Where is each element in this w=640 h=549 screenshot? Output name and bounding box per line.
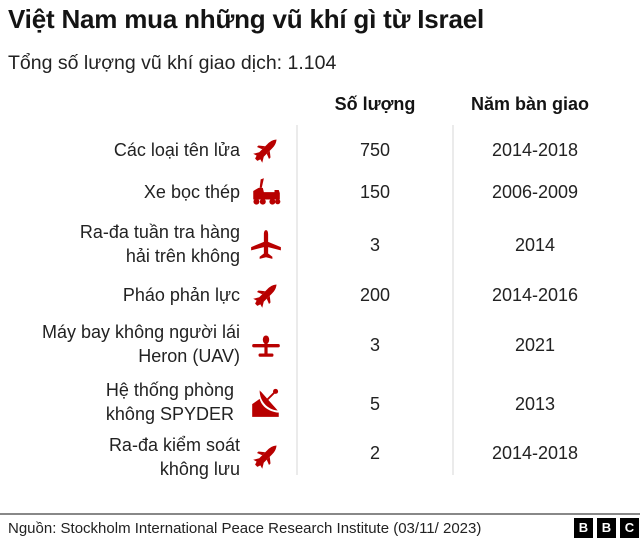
source-note: Nguồn: Stockholm International Peace Res… [8,520,482,537]
weapon-name: Ra-đa tuần tra hàng hải trên không [79,222,240,266]
weapon-name: Pháo phản lực [122,285,240,305]
delivery-year-value: 2013 [514,394,556,414]
armored-vehicle-icon [249,174,283,208]
weapon-name: Ra-đa kiểm soát không lưu [108,435,240,479]
delivery-year-value: 2021 [514,335,556,355]
missile-icon [249,133,283,167]
quantity-value: 2 [369,443,380,463]
delivery-year-value: 2014-2018 [491,443,579,463]
delivery-year-value: 2014-2018 [491,140,579,160]
column-header-delivery-year: Năm bàn giao [470,94,590,114]
quantity-value: 750 [359,140,391,160]
chart-subtitle: Tổng số lượng vũ khí giao dịch: 1.104 [8,52,337,74]
bbc-logo-letter: B [574,518,593,538]
drone-icon [249,328,283,362]
weapon-name: Xe bọc thép [143,182,240,202]
weapon-name: Máy bay không người lái Heron (UAV) [42,322,240,366]
delivery-year-value: 2006-2009 [491,182,579,202]
chart-title: Việt Nam mua những vũ khí gì từ Israel [8,4,485,34]
column-divider [296,125,298,475]
quantity-value: 3 [369,235,380,255]
footer-divider [0,513,640,515]
bbc-logo-letter: B [597,518,616,538]
weapon-name: Các loại tên lửa [113,140,240,160]
airplane-icon [249,228,283,262]
missile-icon [249,439,283,473]
delivery-year-value: 2014-2016 [491,285,579,305]
missile-icon [249,278,283,312]
radar-dish-icon [249,385,283,419]
bbc-logo: B B C [574,518,639,538]
quantity-value: 3 [369,335,380,355]
quantity-value: 150 [359,182,391,202]
column-header-quantity: Số lượng [334,94,416,114]
bbc-logo-letter: C [620,518,639,538]
weapon-name: Hệ thống phòng không SPYDER [105,380,234,424]
quantity-value: 5 [369,394,380,414]
quantity-value: 200 [359,285,391,305]
delivery-year-value: 2014 [514,235,556,255]
column-divider [452,125,454,475]
